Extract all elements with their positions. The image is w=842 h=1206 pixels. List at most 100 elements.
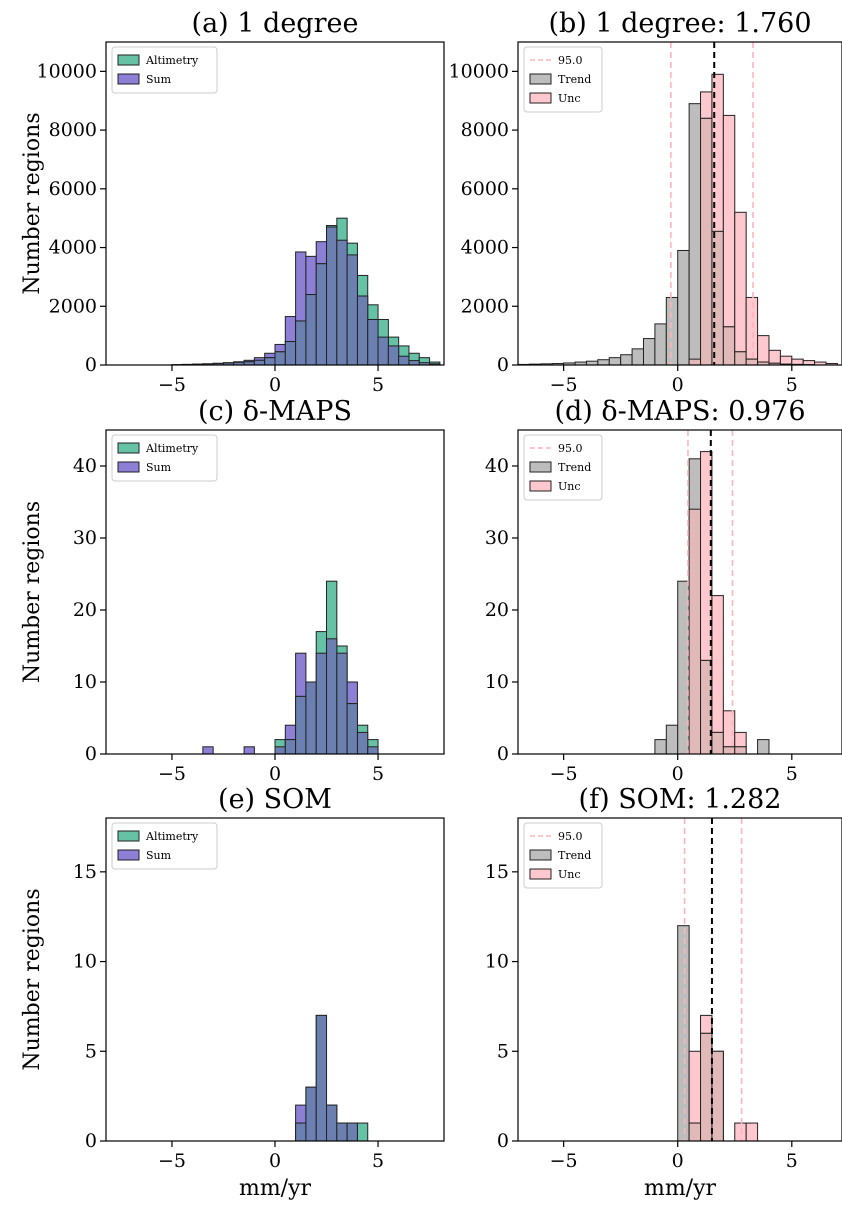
axes-frame [517,41,842,366]
y-tick-label: 30 [485,527,509,549]
bar-sum-18 [295,251,307,322]
y-tick-label: 2000 [461,295,509,317]
legend-swatch-unc [529,92,552,104]
y-tick-label: 10000 [449,60,509,82]
bar-trend-9 [620,354,633,365]
y-tick-label: 4000 [461,237,509,259]
legend-swatch-altimetry [117,830,140,842]
y-axis-label: Number regions [20,888,45,1070]
y-tick-label: 8000 [49,119,97,141]
bar-overlap-21 [326,226,338,365]
x-tick-label: −5 [550,374,578,396]
y-axis-label: Number regions [20,501,45,683]
bar-unc-19 [734,1122,747,1141]
axes-frame [517,429,842,755]
x-tick-label: 0 [269,374,281,396]
y-tick-label: 0 [497,354,509,376]
bar-overlap-19 [305,1086,317,1141]
legend: 95.0 Trend Unc [523,434,603,501]
bar-overlap-20 [315,1014,328,1141]
legend-label-altimetry: Altimetry [145,442,199,455]
bar-overlap-23 [346,1122,358,1141]
x-tick-label: 5 [372,1150,384,1172]
bar-overlap-22 [336,1122,348,1141]
legend: Altimetry Sum [111,46,218,94]
bar-altimetry-24 [356,1122,369,1141]
panel-title: (d) δ-MAPS: 0.976 [554,396,805,427]
bar-overlap-24 [356,731,369,754]
bar-unc-15 [688,1050,702,1124]
bar-unc-19 [734,731,747,748]
bar-overlap-15 [688,1122,702,1141]
x-tick-label: 5 [372,763,384,785]
bar-overlap-16 [274,746,286,754]
plot-area [677,818,759,1141]
x-axis-label: mm/yr [644,1176,717,1201]
legend-swatch-altimetry [117,54,140,66]
y-tick-label: 15 [485,861,509,883]
bar-overlap-19 [305,294,317,365]
y-tick-label: 0 [85,354,97,376]
legend-swatch-sum [117,461,140,473]
legend-swatch-sum [117,73,140,85]
bar-overlap-17 [711,731,724,754]
bar-unc-22 [768,349,781,364]
x-tick-label: 0 [672,1150,684,1172]
panel-a: −5 0 5 0 2000 4000 6000 8000 10000 (a) 1 degree Nu… [20,8,445,396]
bar-overlap-19 [734,746,747,754]
legend-swatch-sum [117,849,140,861]
legend-label-sum: Sum [146,461,172,474]
bar-overlap-19 [305,681,317,754]
x-tick-label: 0 [269,1150,281,1172]
legend-label-trend: Trend [558,461,591,474]
bar-overlap-24 [356,295,369,365]
bar-sum-15 [264,352,276,359]
y-tick-label: 0 [497,743,509,765]
y-tick-label: 4000 [49,237,97,259]
bar-unc-20 [745,296,759,360]
x-tick-label: 5 [372,374,384,396]
bar-overlap-28 [398,355,410,365]
bar-unc-16 [700,1014,713,1034]
x-tick-label: 0 [269,763,281,785]
bar-overlap-15 [688,358,702,365]
bar-overlap-23 [346,703,358,754]
bar-unc-17 [711,595,724,733]
axes-frame [517,817,842,1142]
legend-label-95-0: 95.0 [558,54,583,67]
bar-overlap-25 [367,318,379,365]
panel-title: (c) δ-MAPS [198,396,352,427]
bar-overlap-20 [315,652,328,754]
bar-overlap-18 [295,320,307,365]
bar-sum-17 [284,316,297,343]
bar-overlap-15 [688,508,702,754]
plot-area [171,217,441,365]
bar-sum-9 [202,746,214,754]
bar-unc-20 [745,1122,759,1141]
bar-overlap-17 [284,341,297,365]
x-tick-label: 5 [786,1150,798,1172]
bar-overlap-23 [346,254,358,365]
bar-trend-13 [665,724,679,754]
plot-area [654,430,770,754]
bar-overlap-29 [408,360,420,365]
panel-title: (a) 1 degree [192,8,359,39]
bar-overlap-21 [326,638,338,754]
panel-title: (e) SOM [218,784,332,815]
bar-overlap-16 [700,1032,713,1141]
x-tick-label: 5 [786,374,798,396]
panel-f: −5 0 5 0 5 10 15 (f) SOM: 1.282 mm/yr 95.0 Trend Un… [485,784,842,1201]
bar-trend-10 [631,348,644,365]
bar-sum-20 [315,241,328,265]
legend-swatch-unc [529,480,552,492]
bar-overlap-16 [274,351,286,365]
y-tick-label: 40 [73,455,97,477]
bar-unc-25 [802,360,816,365]
legend-swatch-trend [529,461,552,473]
y-axis-label: Number regions [20,112,45,294]
y-tick-label: 6000 [49,178,97,200]
bar-unc-23 [779,355,793,365]
x-tick-label: −5 [550,763,578,785]
bar-trend-14 [677,249,690,365]
